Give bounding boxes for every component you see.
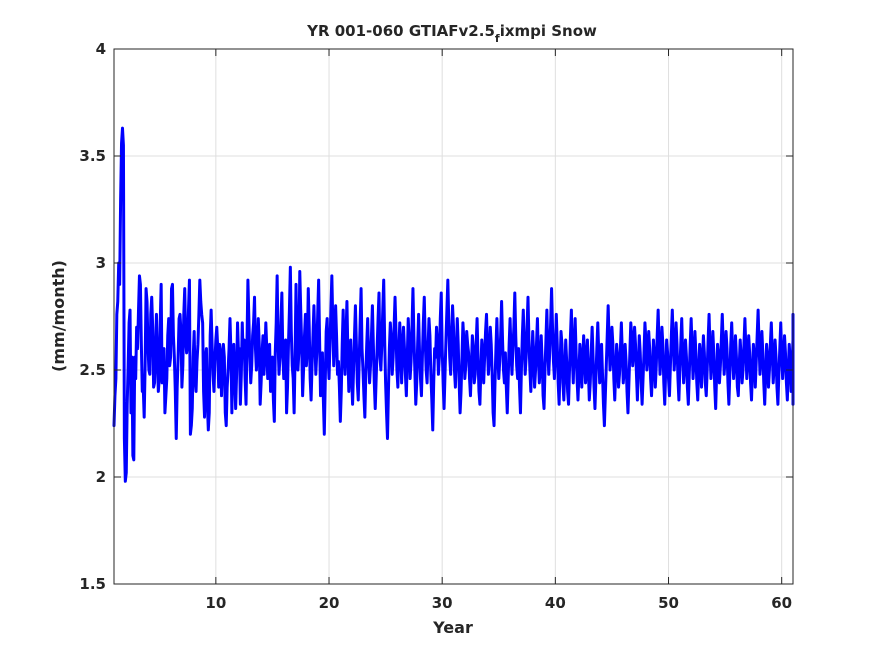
- x-tick-label: 50: [658, 594, 679, 612]
- x-tick-label: 10: [205, 594, 226, 612]
- y-tick-label: 1.5: [79, 575, 106, 593]
- y-tick-label: 3.5: [79, 147, 106, 165]
- y-tick-label: 3: [96, 254, 106, 272]
- y-tick-label: 2.5: [79, 361, 106, 379]
- series-line: [112, 126, 795, 483]
- y-axis-label: (mm/month): [49, 260, 68, 372]
- series-group: [112, 126, 795, 483]
- chart-title: YR 001-060 GTIAFv2.5fixmpi Snow: [306, 22, 597, 45]
- y-tick-label: 2: [96, 468, 106, 486]
- x-tick-label: 60: [771, 594, 792, 612]
- x-tick-label: 20: [319, 594, 340, 612]
- y-tick-label: 4: [96, 40, 106, 58]
- axes-box: [113, 48, 794, 585]
- x-tick-labels: 10 20 30 40 50 60: [205, 594, 792, 612]
- tick-marks: [114, 48, 793, 585]
- x-tick-label: 30: [432, 594, 453, 612]
- x-tick-label: 40: [545, 594, 566, 612]
- y-tick-labels: 1.5 2 2.5 3 3.5 4: [79, 40, 106, 593]
- x-axis-label: Year: [432, 618, 473, 637]
